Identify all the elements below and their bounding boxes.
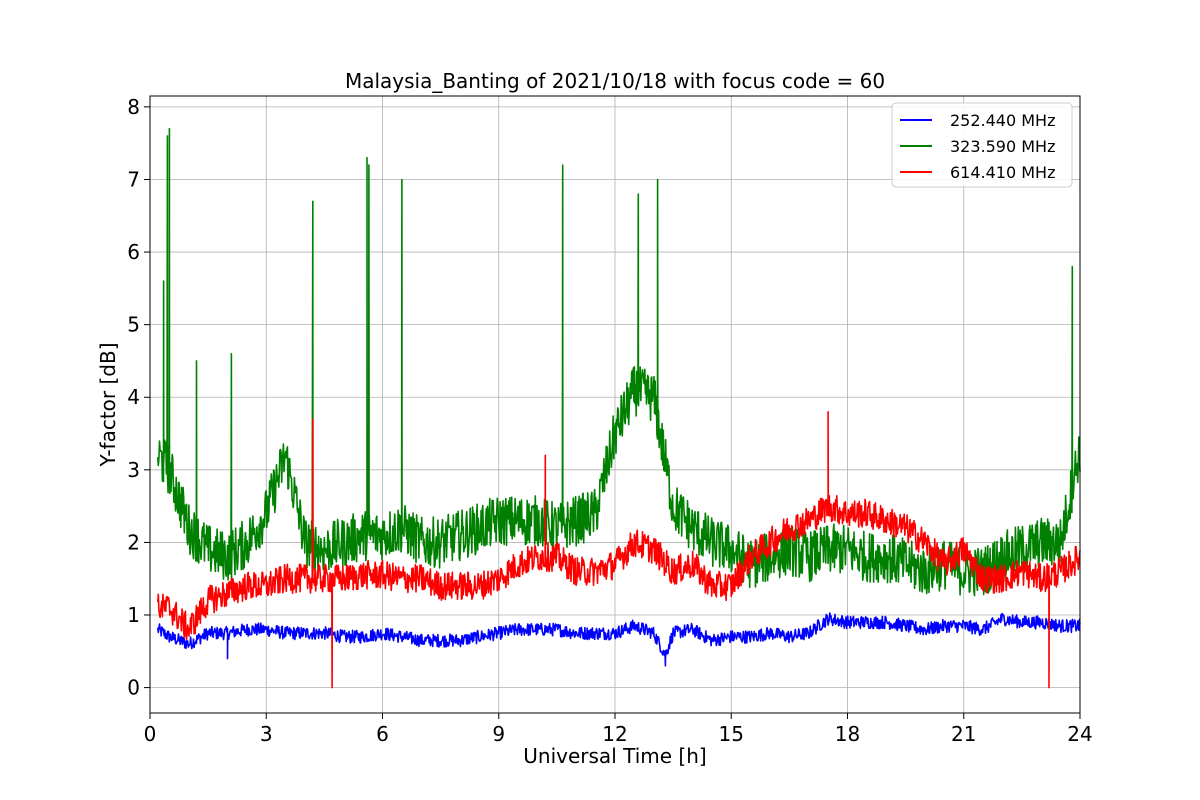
y-tick-label: 7 (127, 167, 140, 191)
x-tick-label: 9 (492, 722, 505, 746)
grid (149, 96, 1081, 713)
legend: 252.440 MHz 323.590 MHz 614.410 MHz (891, 102, 1073, 188)
x-tick-label: 12 (602, 722, 627, 746)
legend-box (891, 102, 1073, 188)
chart-title: Malaysia_Banting of 2021/10/18 with focu… (345, 69, 885, 93)
y-tick-label: 0 (127, 676, 140, 700)
x-tick-label: 3 (260, 722, 273, 746)
legend-label: 323.590 MHz (950, 137, 1055, 156)
series-line-252-440-mhz (157, 612, 1081, 667)
y-tick-label: 5 (127, 313, 140, 337)
y-tick-label: 6 (127, 240, 140, 264)
y-tick-label: 4 (127, 385, 140, 409)
y-tick-label: 3 (127, 458, 140, 482)
y-tick-label: 1 (127, 603, 140, 627)
x-tick-label: 0 (144, 722, 157, 746)
series-layer (157, 127, 1081, 689)
x-tick-label: 6 (376, 722, 389, 746)
x-tick-label: 18 (835, 722, 860, 746)
series-line-614-410-mhz (157, 411, 1081, 689)
y-tick-label: 2 (127, 530, 140, 554)
legend-label: 252.440 MHz (950, 111, 1055, 130)
y-axis-label: Y-factor [dB] (96, 342, 120, 467)
y-tick-label: 8 (127, 95, 140, 119)
legend-label: 614.410 MHz (950, 163, 1055, 182)
x-axis-label: Universal Time [h] (523, 744, 706, 768)
x-tick-label: 24 (1067, 722, 1092, 746)
series-line-323-590-mhz (157, 127, 1081, 597)
x-tick-label: 15 (719, 722, 744, 746)
x-tick-label: 21 (951, 722, 976, 746)
